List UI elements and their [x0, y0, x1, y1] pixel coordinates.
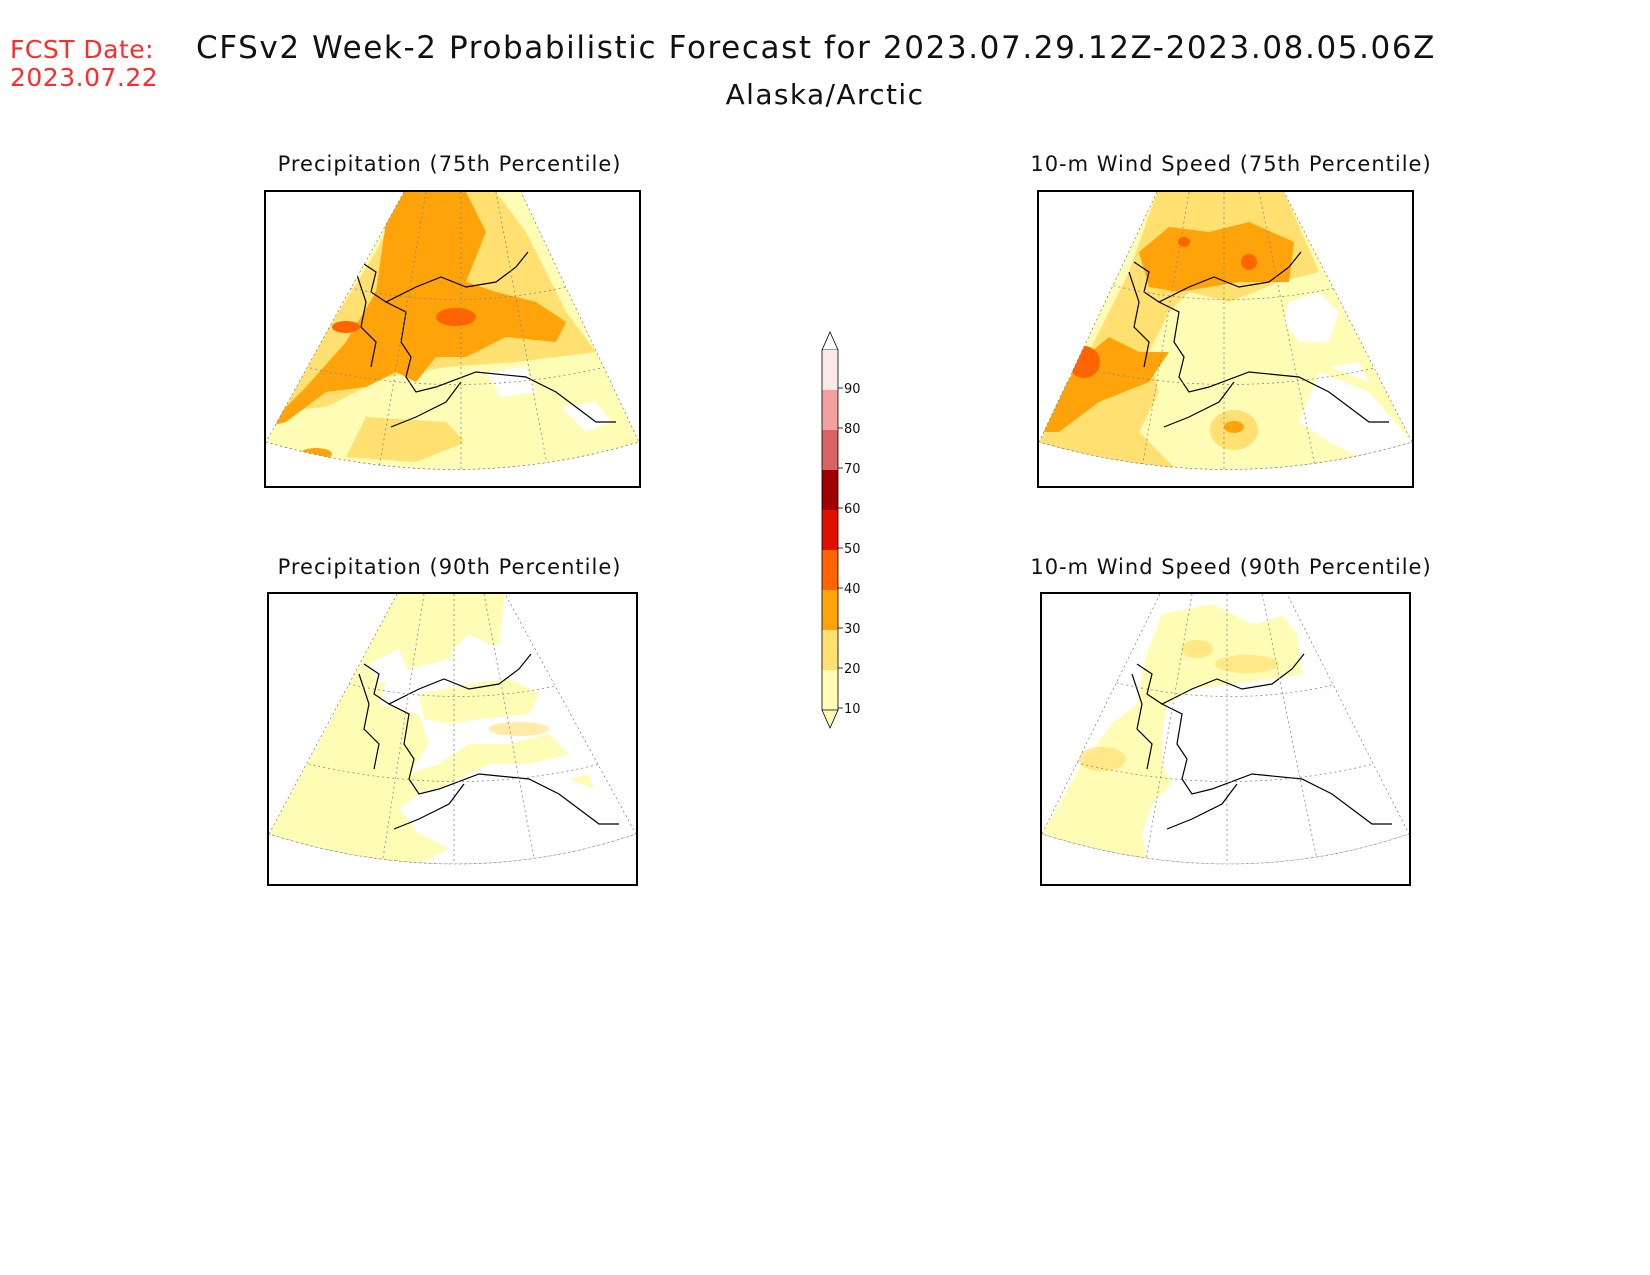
colorbar-label-10: 10 — [844, 702, 861, 717]
map-precip-90 — [267, 592, 638, 886]
colorbar-top-triangle — [821, 331, 839, 351]
colorbar-box-4 — [822, 510, 838, 550]
colorbar: 10 20 30 40 50 60 70 80 90 — [821, 331, 861, 729]
colorbar-labels: 10 20 30 40 50 60 70 80 90 — [838, 382, 861, 717]
colorbar-box-8 — [822, 350, 838, 390]
map-precip-75 — [264, 190, 641, 488]
forecast-date-label: FCST Date: — [10, 35, 155, 64]
panel-title-precip-90: Precipitation (90th Percentile) — [277, 555, 622, 579]
colorbar-box-3 — [822, 550, 838, 590]
colorbar-label-20: 20 — [844, 662, 861, 677]
panel-title-wind-75: 10-m Wind Speed (75th Percentile) — [1030, 152, 1432, 176]
colorbar-label-60: 60 — [844, 502, 861, 517]
colorbar-box-1 — [822, 630, 838, 670]
panel-title-precip-75: Precipitation (75th Percentile) — [277, 152, 622, 176]
colorbar-label-50: 50 — [844, 542, 861, 557]
colorbar-box-7 — [822, 390, 838, 430]
region-subtitle: Alaska/Arctic — [725, 78, 925, 111]
map-wind-75 — [1037, 190, 1414, 488]
forecast-date: FCST Date: 2023.07.22 — [10, 36, 158, 92]
map-wind-90 — [1040, 592, 1411, 886]
colorbar-label-30: 30 — [844, 622, 861, 637]
colorbar-box-0 — [822, 670, 838, 710]
forecast-date-value: 2023.07.22 — [10, 63, 159, 92]
page-title: CFSv2 Week-2 Probabilistic Forecast for … — [196, 30, 1437, 66]
colorbar-label-70: 70 — [844, 462, 861, 477]
colorbar-label-80: 80 — [844, 422, 861, 437]
colorbar-label-40: 40 — [844, 582, 861, 597]
colorbar-label-90: 90 — [844, 382, 861, 397]
colorbar-box-5 — [822, 470, 838, 510]
panel-title-wind-90: 10-m Wind Speed (90th Percentile) — [1030, 555, 1432, 579]
colorbar-box-2 — [822, 590, 838, 630]
colorbar-frame — [821, 350, 839, 710]
colorbar-box-6 — [822, 430, 838, 470]
colorbar-boxes — [821, 331, 839, 729]
colorbar-bottom-triangle — [821, 709, 839, 729]
